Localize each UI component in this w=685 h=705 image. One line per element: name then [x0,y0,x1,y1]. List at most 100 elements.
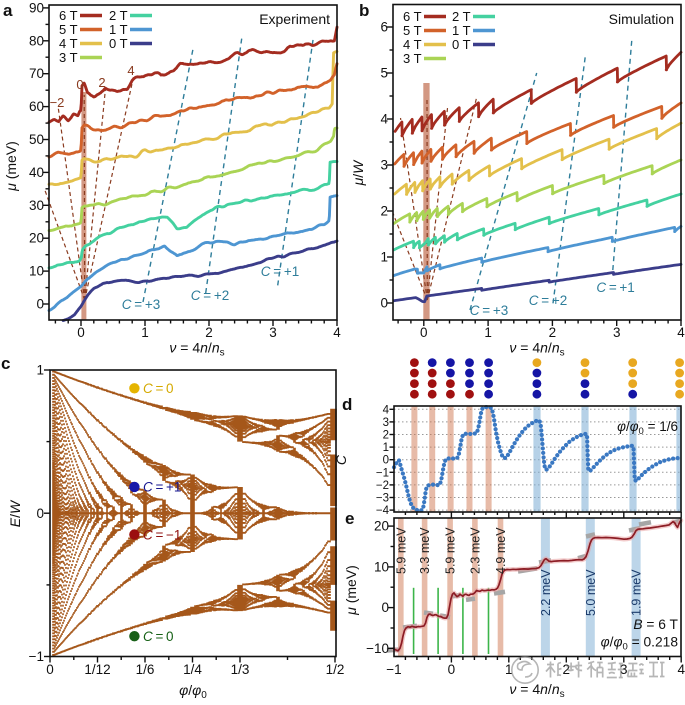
svg-text:20: 20 [29,231,44,246]
svg-text:μ/W: μ/W [350,159,366,187]
svg-text:C = −1: C = −1 [143,527,181,542]
svg-text:50: 50 [29,132,44,147]
svg-text:1: 1 [141,325,149,340]
svg-text:c: c [1,354,10,373]
svg-text:2.3 meV: 2.3 meV [468,527,482,574]
svg-text:5.9 meV: 5.9 meV [394,527,408,574]
svg-text:6: 6 [380,20,388,35]
svg-text:C = +1: C = +1 [143,480,181,495]
svg-text:4.9 meV: 4.9 meV [494,527,508,574]
svg-text:2: 2 [380,204,388,219]
svg-text:2: 2 [205,325,213,340]
svg-text:3: 3 [383,417,389,429]
svg-text:2.2 meV: 2.2 meV [539,569,553,616]
svg-text:0: 0 [448,662,456,677]
svg-text:C = +1: C = +1 [261,264,299,279]
svg-text:C = +3: C = +3 [122,297,160,312]
svg-text:3 T: 3 T [403,51,422,66]
svg-text:5: 5 [380,66,388,81]
svg-text:0: 0 [383,455,389,467]
svg-text:1/2: 1/2 [326,662,345,677]
svg-text:C = +2: C = +2 [191,288,229,303]
svg-text:−2: −2 [376,480,389,492]
svg-text:1: 1 [383,442,389,454]
svg-text:5 T: 5 T [403,23,422,38]
svg-text:0 T: 0 T [109,36,128,51]
svg-text:1: 1 [36,363,44,378]
svg-text:E/W: E/W [7,499,23,527]
svg-text:b: b [359,1,369,20]
svg-text:Simulation: Simulation [609,11,674,27]
svg-text:1 T: 1 T [109,22,128,37]
svg-text:1/4: 1/4 [183,662,202,677]
svg-text:4: 4 [677,662,685,677]
svg-text:μ (meV): μ (meV) [3,141,19,192]
svg-text:C = 0: C = 0 [143,629,174,644]
svg-text:3 T: 3 T [59,50,78,65]
svg-text:1.9 meV: 1.9 meV [630,569,644,616]
svg-text:d: d [342,395,352,414]
svg-text:4 T: 4 T [59,36,78,51]
svg-text:30: 30 [29,198,44,213]
svg-text:3.3 meV: 3.3 meV [418,527,432,574]
svg-text:20: 20 [374,519,389,534]
svg-text:0: 0 [380,296,388,311]
svg-text:3: 3 [613,325,621,340]
svg-text:6 T: 6 T [59,8,78,23]
svg-text:4: 4 [383,404,390,416]
svg-text:C = +1: C = +1 [596,280,634,295]
svg-text:5.0 meV: 5.0 meV [584,569,598,616]
svg-text:C: C [333,454,349,465]
svg-text:3: 3 [380,158,388,173]
svg-text:4: 4 [127,63,134,78]
svg-text:70: 70 [29,66,44,81]
svg-text:Experiment: Experiment [259,11,330,27]
svg-text:0: 0 [36,506,44,521]
svg-text:C = 0: C = 0 [143,381,174,396]
svg-text:5.9 meV: 5.9 meV [444,527,458,574]
svg-text:C = +3: C = +3 [470,303,508,318]
svg-text:−1: −1 [386,662,401,677]
svg-text:−10: −10 [366,641,389,656]
svg-text:4: 4 [380,112,388,127]
svg-text:e: e [345,509,354,528]
svg-text:6 T: 6 T [403,9,422,24]
svg-text:0: 0 [77,325,85,340]
svg-text:4 T: 4 T [403,37,422,52]
svg-text:0: 0 [46,662,54,677]
svg-text:1: 1 [484,325,492,340]
svg-text:0: 0 [420,325,428,340]
svg-text:1/12: 1/12 [84,662,110,677]
svg-text:−4: −4 [376,505,390,517]
svg-text:0: 0 [36,297,44,312]
svg-text:1/3: 1/3 [231,662,250,677]
svg-text:4: 4 [677,325,685,340]
svg-text:−3: −3 [376,493,389,505]
svg-text:−1: −1 [29,649,44,664]
svg-text:0: 0 [76,77,83,92]
svg-text:2: 2 [383,430,389,442]
svg-text:0 T: 0 T [452,37,471,52]
svg-text:40: 40 [29,165,44,180]
svg-text:3: 3 [269,325,277,340]
svg-text:C = +2: C = +2 [529,293,567,308]
svg-text:0: 0 [381,600,389,615]
svg-text:2 T: 2 T [452,9,471,24]
svg-text:1/6: 1/6 [136,662,155,677]
svg-text:1 T: 1 T [452,23,471,38]
svg-text:−1: −1 [376,467,389,479]
svg-text:60: 60 [29,99,44,114]
svg-text:80: 80 [29,33,44,48]
svg-text:90: 90 [29,0,44,15]
svg-text:−2: −2 [50,95,65,110]
svg-text:2: 2 [98,75,105,90]
svg-text:2: 2 [549,325,557,340]
svg-text:a: a [3,1,13,20]
svg-text:B = 6 T: B = 6 T [633,617,678,632]
svg-text:10: 10 [29,264,44,279]
svg-text:2 T: 2 T [109,8,128,23]
svg-text:10: 10 [374,559,389,574]
svg-text:4: 4 [333,325,341,340]
svg-text:5 T: 5 T [59,22,78,37]
svg-text:μ (meV): μ (meV) [343,565,359,616]
